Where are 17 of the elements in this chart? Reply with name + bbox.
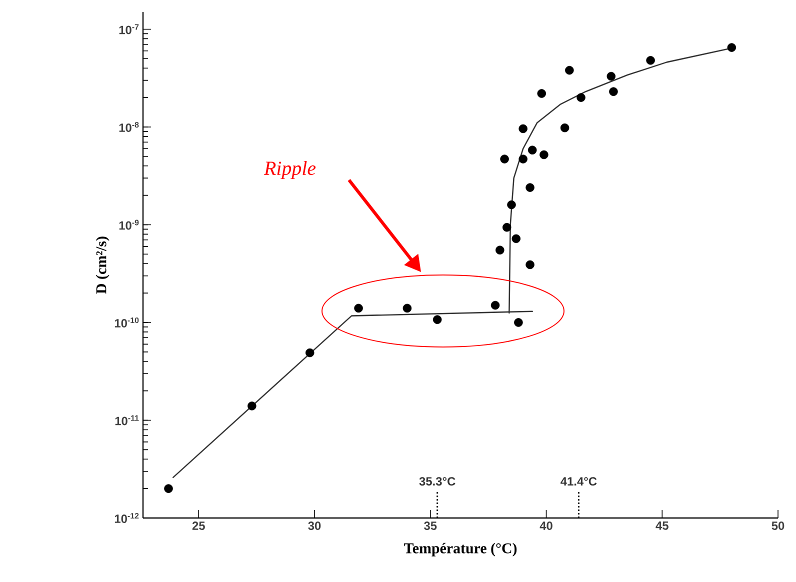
ref-line-label: 35.3°C bbox=[419, 477, 456, 486]
y-tick-label: 10$^{-10}$ bbox=[114, 317, 139, 328]
x-tick-label: 50 bbox=[772, 522, 784, 530]
x-tick-label: 30 bbox=[308, 522, 321, 530]
x-tick-label: 35 bbox=[424, 522, 437, 530]
y-tick-label: 10$^{-11}$ bbox=[115, 415, 139, 426]
x-tick-label: 40 bbox=[540, 522, 552, 530]
y-tick-label: 10$^{-12}$ bbox=[114, 512, 139, 524]
x-tick-label: 25 bbox=[192, 522, 205, 530]
y-tick-label: 10$^{-8}$ bbox=[119, 122, 139, 132]
x-axis-title: Température (°C) bbox=[404, 542, 517, 556]
y-tick-label: 10$^{-7}$ bbox=[119, 24, 139, 34]
y-tick-label: 10$^{-9}$ bbox=[119, 220, 139, 230]
x-tick-label: 45 bbox=[656, 522, 668, 530]
y-axis-title: D (cm²/s) bbox=[96, 236, 110, 294]
ref-line-label: 41.4°C bbox=[560, 477, 597, 486]
annotation: Ripple bbox=[264, 160, 316, 180]
